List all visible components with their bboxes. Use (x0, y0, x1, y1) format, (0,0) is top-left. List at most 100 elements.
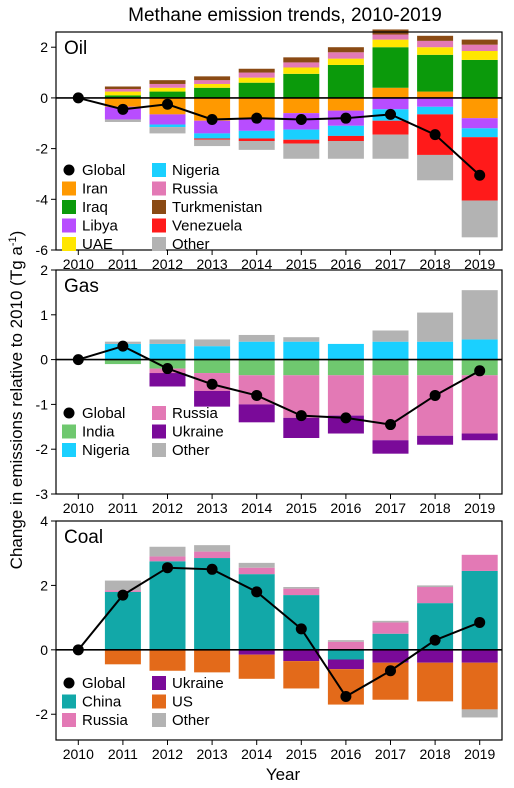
global-line (78, 96, 481, 176)
legend-swatch-russia (152, 406, 166, 420)
bar-libya-2019 (461, 118, 498, 129)
x-tick-label: 2018 (420, 746, 451, 762)
bar-ukraine-2016 (327, 659, 364, 670)
bar-turkmenistan-2014 (238, 68, 275, 73)
legend-swatch-uae (62, 237, 76, 251)
bar-india-2015 (283, 359, 320, 376)
bar-nigeria-2016 (327, 343, 364, 360)
bar-nigeria-2017 (372, 341, 409, 360)
legend-swatch-turkmenistan (152, 200, 166, 214)
legend-label-india: India (82, 424, 115, 441)
bar-india-2018 (417, 359, 454, 376)
x-tick-label: 2018 (420, 500, 451, 516)
bar-iran-2018 (417, 91, 454, 98)
bar-india-2017 (372, 359, 409, 376)
x-tick-label: 2017 (375, 500, 406, 516)
global-line (78, 345, 481, 426)
bar-other-2016 (327, 640, 364, 642)
global-point-2010 (72, 354, 84, 366)
bar-iraq-2016 (327, 64, 364, 98)
bar-iran-2019 (461, 97, 498, 119)
x-tick-label: 2015 (286, 500, 317, 516)
bar-libya-2018 (417, 97, 454, 107)
global-point-2012 (162, 562, 173, 574)
global-point-2018 (429, 634, 441, 646)
y-axis-label-sup: -1 (7, 236, 19, 246)
bar-venezuela-2013 (194, 138, 231, 140)
bar-libya-2013 (194, 120, 231, 134)
bar-iraq-2013 (194, 87, 231, 98)
bar-ukraine-2019 (461, 433, 498, 441)
bar-turkmenistan-2013 (194, 76, 231, 81)
legend-label-uae: UAE (82, 236, 113, 253)
bar-ukraine-2013 (194, 390, 231, 407)
bar-ukraine-2018 (417, 435, 454, 445)
bar-russia-2012 (149, 556, 186, 562)
bar-uae-2011 (104, 91, 141, 96)
bar-ukraine-2014 (238, 649, 275, 655)
bar-libya-2017 (372, 97, 409, 110)
legend-label-russia: Russia (82, 712, 129, 729)
bar-iraq-2014 (238, 82, 275, 98)
y-tick-label: -2 (36, 441, 49, 457)
figure-title: Methane emission trends, 2010-2019 (128, 5, 442, 26)
bar-iran-2014 (238, 97, 275, 119)
bar-other-2014 (238, 334, 275, 342)
legend-swatch-other (152, 713, 166, 727)
bar-russia-2017 (372, 622, 409, 634)
y-tick-label: -6 (36, 242, 49, 258)
legend-label-global: Global (82, 675, 125, 692)
bar-iraq-2018 (417, 54, 454, 92)
bar-nigeria-2015 (283, 341, 320, 360)
legend-label-iran: Iran (82, 181, 108, 198)
bar-uae-2016 (327, 58, 364, 65)
x-tick-label: 2015 (286, 256, 317, 272)
global-point-2018 (429, 129, 441, 141)
y-tick-label: -1 (36, 396, 49, 412)
legend-label-venezuela: Venezuela (172, 218, 243, 235)
plot-frame (55, 269, 503, 495)
global-line (77, 566, 481, 698)
global-point-2015 (295, 113, 307, 125)
bar-other-2013 (194, 339, 231, 347)
x-tick-label: 2012 (152, 746, 183, 762)
bar-russia-2013 (194, 80, 231, 84)
panel-oil: -6 -4 -2 0 2 2010 2011 2012 2013 2014 2015 2016 2017… (36, 29, 503, 272)
x-tick-label: 2019 (464, 500, 495, 516)
x-tick-label: 2016 (330, 256, 361, 272)
bar-uae-2018 (417, 47, 454, 55)
legend-swatch-other (152, 237, 166, 251)
bar-russia-2013 (194, 551, 231, 559)
bar-other-2019 (461, 200, 498, 238)
bar-venezuela-2015 (283, 139, 320, 144)
bar-other-2014 (238, 562, 275, 568)
bar-other-2018 (417, 154, 454, 181)
bar-us-2012 (149, 649, 186, 671)
x-tick-label: 2017 (375, 256, 406, 272)
y-axis-label: Change in emissions relative to 2010 (Tg… (7, 231, 26, 570)
bar-india-2011 (104, 359, 141, 365)
bar-ukraine-2017 (372, 440, 409, 454)
bar-russia-2018 (417, 587, 454, 604)
bar-turkmenistan-2012 (149, 80, 186, 84)
panel-label: Coal (64, 527, 103, 548)
bar-other-2013 (194, 545, 231, 552)
bar-iran-2016 (327, 97, 364, 111)
bar-china-2015 (283, 595, 320, 650)
bar-turkmenistan-2011 (104, 86, 141, 90)
y-tick-label: 0 (40, 90, 48, 106)
bar-iran-2017 (372, 87, 409, 98)
bar-uae-2014 (238, 77, 275, 83)
bar-china-2019 (461, 570, 498, 650)
x-tick-label: 2015 (286, 746, 317, 762)
global-point-2019 (474, 616, 486, 628)
x-tick-label: 2014 (241, 256, 272, 272)
bar-venezuela-2019 (461, 137, 498, 201)
bar-india-2014 (238, 359, 275, 376)
legend-label-us: US (172, 694, 193, 711)
bar-us-2015 (283, 661, 320, 689)
legend-swatch-india (62, 424, 76, 439)
y-tick-label: 4 (40, 513, 48, 529)
bar-iran-2013 (194, 97, 231, 121)
bar-other-2019 (461, 290, 498, 340)
